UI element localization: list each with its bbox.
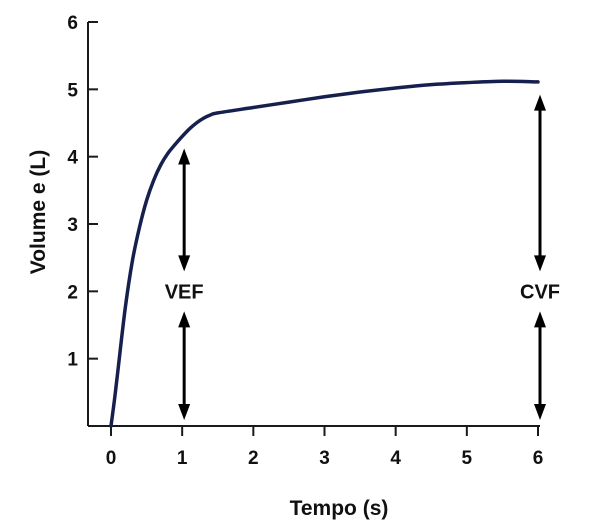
x-tick-label: 6: [533, 448, 544, 469]
arrow-lower-head-down: [178, 404, 191, 420]
annotations-group: VEF CVF: [165, 94, 560, 420]
x-tick-label: 2: [248, 448, 259, 469]
x-tick-label: 0: [106, 448, 117, 469]
x-tick-label: 1: [177, 448, 188, 469]
y-tick-label: 3: [67, 215, 78, 236]
x-axis: 0 1 2 3 4 5 6: [88, 425, 544, 469]
arrow-upper-head-down: [178, 255, 191, 272]
x-axis-title: Tempo (s): [290, 497, 389, 520]
y-tick-label: 5: [67, 80, 78, 101]
x-tick-label: 3: [319, 448, 330, 469]
y-tick-label: 6: [67, 13, 78, 34]
annotation-label: VEF: [165, 281, 204, 303]
arrow-lower-head-up: [534, 311, 546, 328]
y-tick-label: 1: [67, 350, 78, 371]
y-tick-label: 4: [67, 148, 78, 169]
x-tick-label: 5: [462, 448, 473, 469]
arrow-upper-head-down: [534, 255, 546, 272]
arrow-upper-head-up: [534, 94, 546, 111]
x-tick-label: 4: [390, 448, 401, 469]
arrow-upper-head-up: [178, 148, 191, 165]
arrow-lower-head-down: [534, 404, 546, 420]
series-group: [109, 79, 540, 428]
y-axis-title: Volume e (L): [27, 150, 50, 274]
annotation-label: CVF: [520, 281, 560, 303]
series-line: [109, 79, 540, 428]
y-tick-label: 2: [67, 282, 78, 303]
y-axis: 1 2 3 4 5 6: [67, 13, 98, 426]
arrow-lower-head-up: [178, 311, 191, 328]
